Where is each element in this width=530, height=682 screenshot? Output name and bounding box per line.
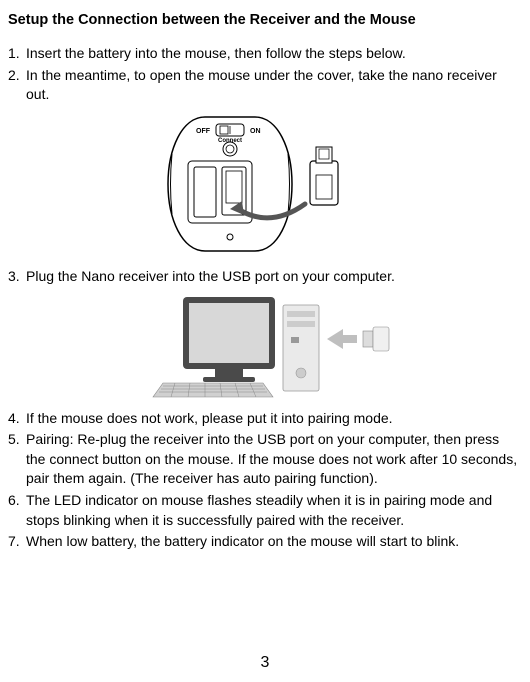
step-text: In the meantime, to open the mouse under… [26,66,522,105]
step-number: 6. [8,491,26,530]
pc-tower-icon [283,305,319,391]
mouse-diagram: OFF ON Connect [160,109,370,259]
step-3: 3. Plug the Nano receiver into the USB p… [8,267,522,287]
step-text: Pairing: Re-plug the receiver into the U… [26,430,522,489]
step-number: 7. [8,532,26,552]
nano-receiver-icon [310,147,338,205]
step-text: If the mouse does not work, please put i… [26,409,522,429]
step-7: 7. When low battery, the battery indicat… [8,532,522,552]
step-text: The LED indicator on mouse flashes stead… [26,491,522,530]
step-list: 1. Insert the battery into the mouse, th… [8,44,522,552]
nano-receiver-icon [363,327,389,351]
computer-diagram [135,291,395,401]
computer-diagram-wrap [8,291,522,401]
keyboard-icon [153,383,273,397]
step-number: 5. [8,430,26,489]
page-number: 3 [0,652,530,674]
step-text: When low battery, the battery indicator … [26,532,522,552]
step-number: 1. [8,44,26,64]
step-2: 2. In the meantime, to open the mouse un… [8,66,522,105]
step-6: 6. The LED indicator on mouse flashes st… [8,491,522,530]
off-label: OFF [196,128,211,135]
section-title: Setup the Connection between the Receive… [8,10,522,30]
insert-arrow-icon [327,329,357,349]
step-number: 3. [8,267,26,287]
step-text: Insert the battery into the mouse, then … [26,44,522,64]
on-label: ON [250,128,261,135]
mouse-diagram-wrap: OFF ON Connect [8,109,522,259]
step-number: 4. [8,409,26,429]
step-number: 2. [8,66,26,105]
step-text: Plug the Nano receiver into the USB port… [26,267,522,287]
connect-label: Connect [218,138,242,144]
step-5: 5. Pairing: Re-plug the receiver into th… [8,430,522,489]
step-1: 1. Insert the battery into the mouse, th… [8,44,522,64]
step-4: 4. If the mouse does not work, please pu… [8,409,522,429]
